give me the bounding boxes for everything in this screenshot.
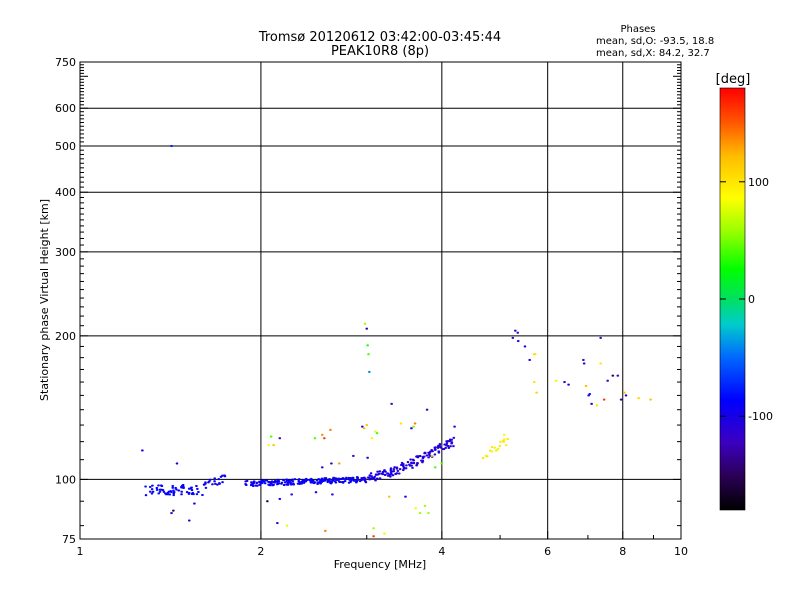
y-tick-label: 600 bbox=[55, 102, 76, 115]
y-tick-label: 100 bbox=[55, 473, 76, 486]
phases-line-o: mean, sd,O: -93.5, 18.8 bbox=[596, 36, 714, 47]
y-tick-label: 750 bbox=[55, 56, 76, 69]
x-tick-label: 4 bbox=[438, 545, 445, 558]
y-tick-label: 400 bbox=[55, 186, 76, 199]
x-axis-label: Frequency [MHz] bbox=[334, 558, 426, 571]
grid bbox=[80, 62, 681, 539]
x-tick-label: 10 bbox=[674, 545, 688, 558]
colorbar-tick-label: 100 bbox=[748, 176, 769, 189]
phases-heading: Phases bbox=[620, 24, 655, 35]
colorbar-label: [deg] bbox=[716, 72, 751, 87]
scatter-points bbox=[141, 144, 652, 538]
colorbar-ticks: 100 0 -100 bbox=[720, 176, 773, 423]
colorbar-tick-label: 0 bbox=[748, 293, 755, 306]
phases-line-x: mean, sd,X: 84.2, 32.7 bbox=[596, 48, 710, 59]
x-tick-label: 8 bbox=[619, 545, 626, 558]
colorbar-tick-label: -100 bbox=[748, 410, 773, 423]
y-axis-label: Stationary phase Virtual Height [km] bbox=[38, 199, 51, 401]
axis-ticks bbox=[79, 64, 682, 539]
y-tick-label: 75 bbox=[62, 533, 76, 546]
x-tick-label: 6 bbox=[544, 545, 551, 558]
x-tick-label: 2 bbox=[257, 545, 264, 558]
x-tick-label: 1 bbox=[77, 545, 84, 558]
y-tick-label: 300 bbox=[55, 246, 76, 259]
chart-title: Tromsø 20120612 03:42:00-03:45:44 bbox=[258, 30, 501, 45]
y-tick-label: 500 bbox=[55, 140, 76, 153]
plot-frame bbox=[79, 61, 682, 540]
axis-tick-labels: 1 2 4 6 8 10 75 100 200 300 400 500 600 750 bbox=[55, 56, 688, 558]
y-tick-label: 200 bbox=[55, 330, 76, 343]
chart-subtitle: PEAK10R8 (8p) bbox=[331, 44, 429, 59]
